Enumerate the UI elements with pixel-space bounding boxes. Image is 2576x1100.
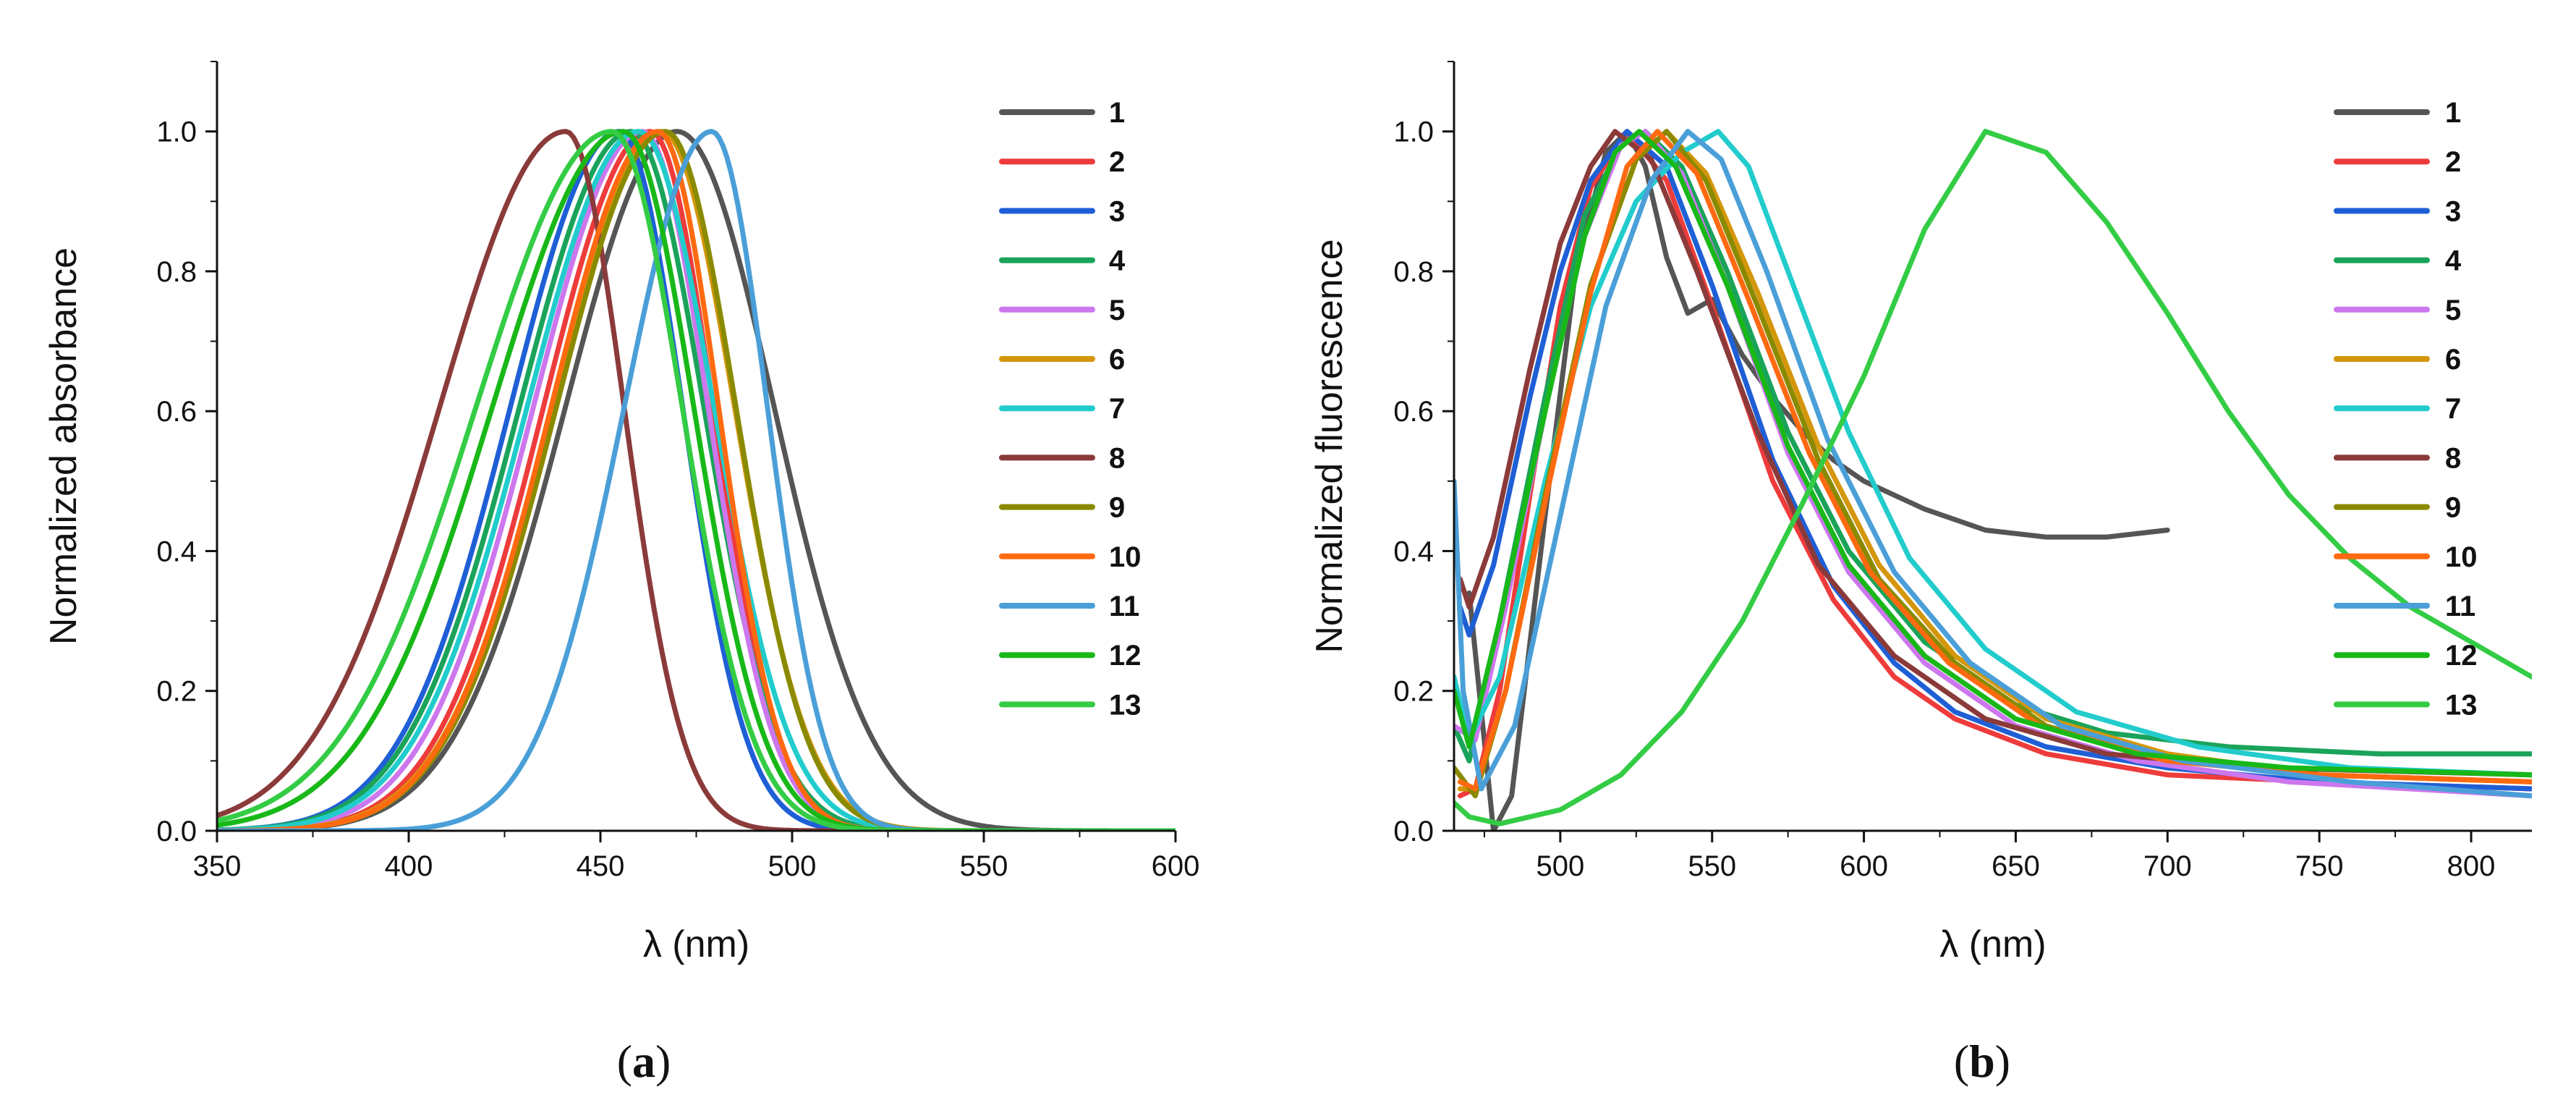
legend-label-5: 5 [1109, 295, 1125, 326]
y-tick-label: 0.4 [1393, 536, 1434, 567]
legend-label-10: 10 [2445, 541, 2478, 573]
y-tick-label: 0.0 [1393, 816, 1434, 847]
series-line-10 [217, 129, 1176, 831]
legend-label-11: 11 [2445, 591, 2475, 622]
series-line-2 [217, 129, 1176, 831]
x-tick-label: 550 [1688, 850, 1736, 882]
caption-open: ( [1954, 1036, 1969, 1087]
chart-panel-a: 350 400 450 500 550 600 0.0 0.2 0.4 0.6 0.8 1.0 λ (n… [43, 61, 1200, 1087]
caption-open: ( [617, 1036, 632, 1087]
legend-label-1: 1 [1109, 97, 1125, 129]
x-axis-title: λ (nm) [1939, 923, 2046, 965]
panel-caption: (a) [617, 1036, 671, 1087]
y-tick-label: 0.8 [156, 256, 197, 288]
y-tick-label: 1.0 [1393, 117, 1434, 148]
chart-panel-b: 500 550 600 650 700 750 800 0.0 0.2 0.4 0.6 0.8 1.0 λ… [1288, 0, 2576, 1100]
y-tick-label: 1.0 [156, 117, 197, 148]
legend-label-8: 8 [2445, 442, 2461, 474]
legend-label-2: 2 [1109, 146, 1125, 178]
y-tick-label: 0.2 [1393, 676, 1434, 708]
fluorescence-chart: 500 550 600 650 700 750 800 0.0 0.2 0.4 0.6 0.8 1.0 λ… [1309, 61, 2532, 1087]
y-tick-label: 0.0 [156, 816, 197, 847]
series-line-13 [217, 129, 1176, 831]
series-line-3 [1457, 129, 2532, 792]
x-tick-label: 600 [1840, 850, 1888, 882]
series-line-7 [1454, 129, 2532, 778]
legend-label-6: 6 [1109, 344, 1125, 376]
series-line-4 [217, 129, 1176, 831]
y-tick-label: 0.6 [156, 396, 197, 428]
legend-label-12: 12 [2445, 640, 2478, 672]
absorbance-chart: 350 400 450 500 550 600 0.0 0.2 0.4 0.6 0.8 1.0 λ (n… [43, 61, 1200, 1087]
x-axis-title: λ (nm) [643, 923, 749, 965]
x-tick-label: 450 [577, 850, 625, 882]
y-tick-label: 0.2 [156, 676, 197, 708]
series-line-8 [1457, 129, 2532, 778]
y-tick-label: 0.6 [1393, 396, 1434, 428]
x-tick-label: 650 [1991, 850, 2040, 882]
legend-label-4: 4 [1109, 245, 1126, 277]
series-line-7 [217, 129, 1176, 831]
legend-label-12: 12 [1109, 640, 1142, 672]
legend-label-9: 9 [2445, 492, 2461, 524]
legend-label-13: 13 [1109, 689, 1142, 721]
y-tick-label: 0.4 [156, 536, 197, 567]
x-tick-label: 700 [2143, 850, 2192, 882]
legend-label-7: 7 [1109, 393, 1125, 425]
caption-letter: b [1969, 1036, 1995, 1087]
y-tick-label: 0.8 [1393, 256, 1434, 288]
y-axis-title: Normalized fluorescence [1309, 239, 1351, 653]
series-group [217, 129, 1176, 831]
series-line-8 [217, 129, 1176, 831]
legend-label-3: 3 [1109, 195, 1125, 227]
x-tick-label: 400 [385, 850, 433, 882]
legend-label-9: 9 [1109, 492, 1125, 524]
legend-label-2: 2 [2445, 146, 2461, 178]
panel-caption: (b) [1954, 1036, 2010, 1087]
legend-label-6: 6 [2445, 344, 2461, 376]
legend-label-10: 10 [1109, 541, 1142, 573]
x-tick-label: 600 [1152, 850, 1200, 882]
y-axis-title: Normalized absorbance [43, 248, 85, 645]
series-line-4 [1454, 129, 2532, 763]
series-line-12 [217, 129, 1176, 831]
caption-close: ) [655, 1036, 671, 1087]
x-tick-label: 500 [768, 850, 817, 882]
legend-label-1: 1 [2445, 97, 2461, 129]
legend-label-11: 11 [1109, 591, 1139, 622]
x-tick-label: 350 [193, 850, 242, 882]
x-tick-label: 750 [2295, 850, 2344, 882]
series-line-11 [1454, 129, 2532, 799]
series-line-13 [1454, 129, 2532, 826]
x-tick-label: 800 [2447, 850, 2496, 882]
legend-label-3: 3 [2445, 195, 2461, 227]
legend-label-4: 4 [2445, 245, 2462, 277]
legend-label-5: 5 [2445, 295, 2461, 326]
x-tick-label: 550 [960, 850, 1008, 882]
caption-close: ) [1995, 1036, 2010, 1087]
series-line-5 [217, 129, 1176, 831]
series-group [1454, 129, 2532, 831]
caption-letter: a [632, 1036, 655, 1087]
series-line-12 [1454, 129, 2532, 778]
legend-label-7: 7 [2445, 393, 2461, 425]
legend-label-8: 8 [1109, 442, 1125, 474]
x-tick-label: 500 [1536, 850, 1585, 882]
legend-label-13: 13 [2445, 689, 2478, 721]
